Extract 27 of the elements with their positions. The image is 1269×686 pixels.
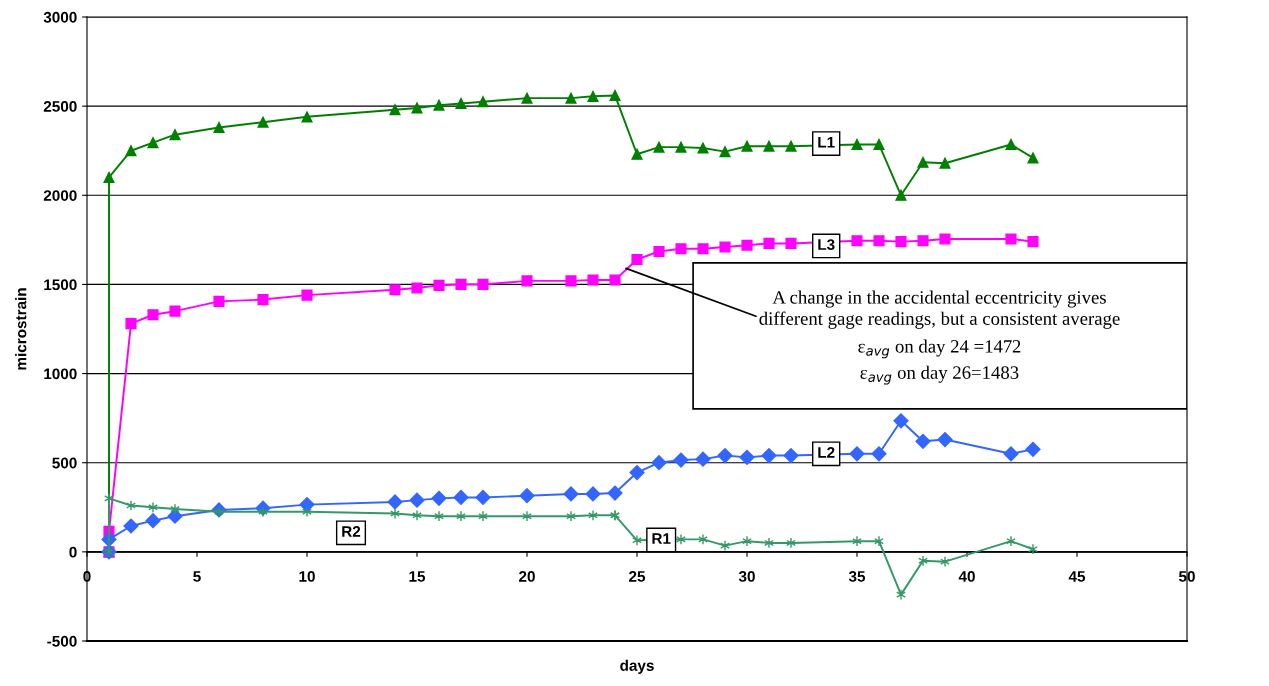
y-tick-label: 0 (69, 546, 77, 558)
x-tick-label: 15 (409, 571, 426, 582)
x-axis-title: days (620, 659, 654, 674)
y-tick-label: 1500 (44, 279, 77, 291)
series-label: R2 (342, 526, 361, 537)
x-tick-label: 25 (629, 571, 646, 582)
y-tick-label: 3000 (43, 11, 77, 23)
annotation: ε$_{avg}$ on day 24 =1472 (858, 339, 1021, 359)
y-tick-label: 1000 (44, 368, 77, 380)
x-tick-label: 30 (738, 571, 755, 582)
x-tick-label: 35 (848, 571, 866, 582)
y-tick-label: -500 (47, 635, 77, 647)
annotation: A change in the accidental eccentricity gives different gage readings, but a consistent average (759, 290, 1120, 329)
annotation: ε$_{avg}$ on day 26=1483 (860, 365, 1019, 385)
y-axis-title: microstrain (15, 288, 27, 370)
x-tick-label: 10 (299, 571, 315, 582)
y-tick-label: 2500 (43, 101, 77, 112)
series-label: L2 (818, 447, 835, 458)
series-label: L3 (818, 239, 835, 251)
x-tick-label: 20 (519, 571, 535, 582)
x-tick-label: 45 (1068, 571, 1086, 582)
y-tick-label: 500 (52, 457, 77, 469)
series-label: L1 (818, 137, 835, 148)
y-tick-label: 2000 (43, 190, 77, 201)
series-label: R1 (652, 533, 671, 544)
x-tick-label: 5 (193, 571, 201, 582)
x-tick-label: 40 (958, 571, 975, 582)
